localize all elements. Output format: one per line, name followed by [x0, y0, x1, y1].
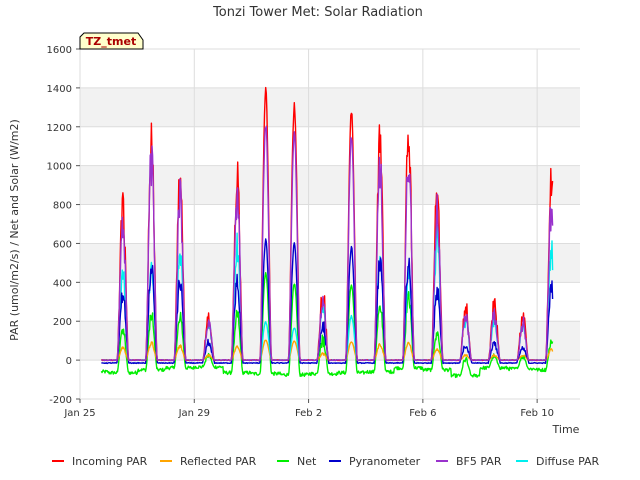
- legend-label: BF5 PAR: [456, 455, 502, 468]
- y-tick-label: 400: [53, 278, 72, 289]
- plot-band: [80, 87, 580, 127]
- x-tick-label: Feb 10: [520, 408, 554, 419]
- chart-title: Tonzi Tower Met: Solar Radiation: [212, 5, 423, 20]
- y-tick-label: 1000: [47, 162, 72, 173]
- site-tag-box: [79, 32, 144, 50]
- y-tick-label: 0: [66, 356, 72, 367]
- legend: Incoming PAR Reflected PAR Net Pyranometer B…: [52, 455, 600, 468]
- x-tick-label: Jan 29: [178, 408, 210, 419]
- legend-label: Pyranometer: [349, 455, 421, 468]
- plot-band: [80, 204, 580, 244]
- x-tick-label: Jan 25: [63, 408, 95, 419]
- y-axis-ticks: -200 0 200 400 600 800 1000 1200 1400 1600: [47, 45, 80, 406]
- series-net-line: [100, 272, 554, 379]
- y-axis-label: PAR (umol/m2/s) / Net and Solar (W/m2): [8, 119, 21, 341]
- plot-band: [80, 49, 580, 88]
- y-tick-label: 800: [53, 201, 72, 212]
- x-tick-label: Feb 6: [409, 408, 436, 419]
- y-tick-label: -200: [49, 395, 72, 406]
- x-tick-label: Feb 2: [295, 408, 322, 419]
- series-lines: [100, 86, 554, 379]
- legend-label: Incoming PAR: [72, 455, 148, 468]
- legend-label: Reflected PAR: [180, 455, 257, 468]
- legend-label: Diffuse PAR: [536, 455, 600, 468]
- x-axis-label: Time: [552, 423, 580, 436]
- y-tick-label: 1600: [47, 45, 72, 56]
- plot-band: [80, 243, 580, 283]
- y-tick-label: 600: [53, 239, 72, 250]
- y-tick-label: 1400: [47, 84, 72, 95]
- x-axis-ticks: Jan 25 Jan 29 Feb 2 Feb 6 Feb 10: [63, 399, 554, 419]
- grid-lines: [79, 48, 580, 400]
- plot-bands: [80, 49, 580, 399]
- legend-label: Net: [297, 455, 317, 468]
- site-tag: TZ_tmet: [79, 32, 144, 50]
- plot-band: [80, 126, 580, 166]
- plot-band: [80, 165, 580, 205]
- y-tick-label: 200: [53, 317, 72, 328]
- plot-band: [80, 360, 580, 399]
- series-bf5-line: [101, 125, 554, 362]
- y-tick-label: 1200: [47, 123, 72, 134]
- site-tag-label: TZ_tmet: [86, 35, 136, 48]
